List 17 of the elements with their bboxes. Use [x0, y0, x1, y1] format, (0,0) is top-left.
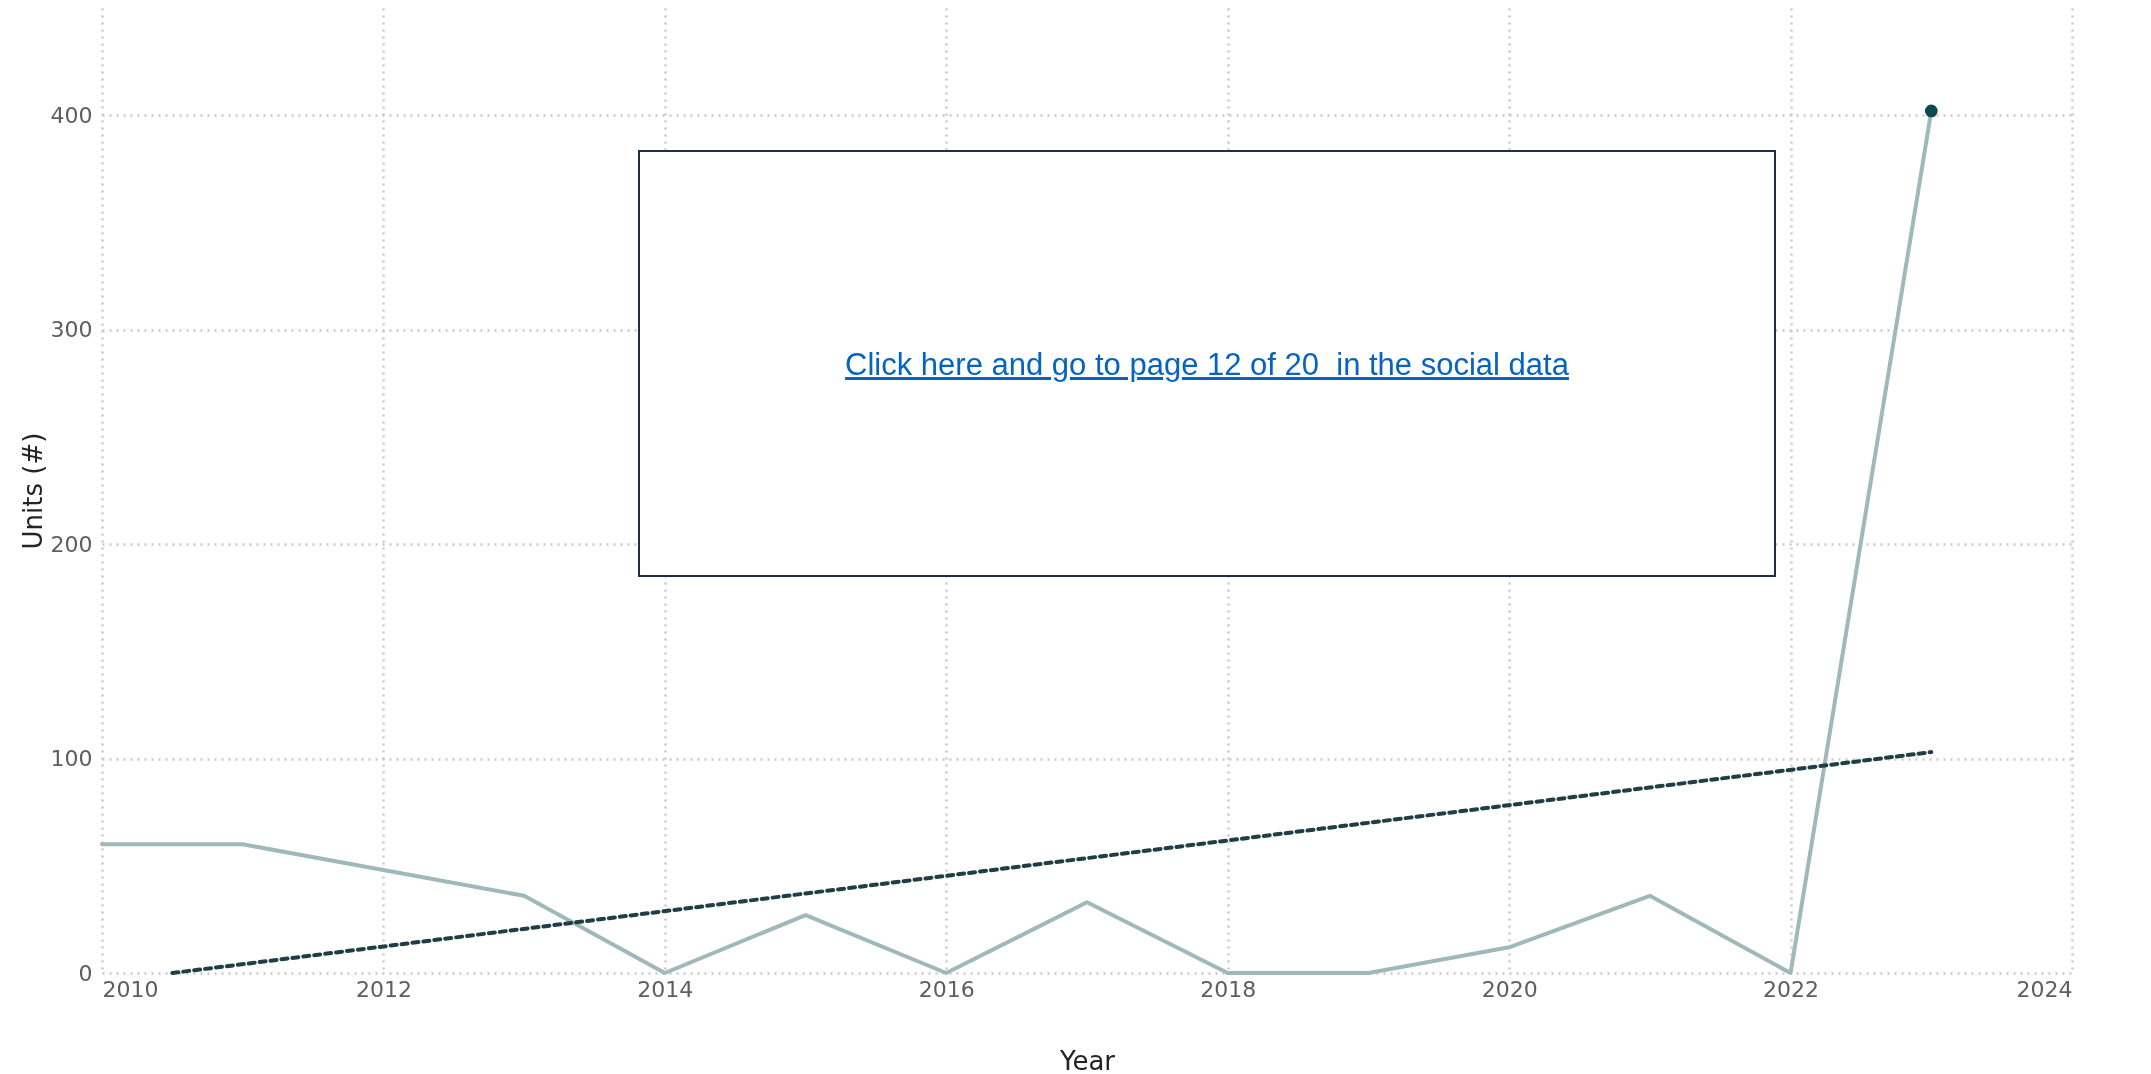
y-tick-label: 400: [50, 102, 93, 128]
x-tick-label: 2014: [637, 976, 694, 1002]
y-axis-title: Units (#): [17, 432, 48, 550]
text-box: Click here and go to page 12 of 20 in the social data: [638, 150, 1776, 577]
x-tick-label: 2022: [1763, 976, 1820, 1002]
y-tick-label: 300: [50, 317, 93, 343]
x-tick-label: 2018: [1200, 976, 1257, 1002]
annotation: Click here and go to page 12 of 20 in the social data: [844, 347, 1570, 383]
x-tick-label: 2020: [1481, 976, 1538, 1002]
x-tick-label: 2016: [918, 976, 975, 1002]
x-tick-label: 2012: [355, 976, 412, 1002]
y-tick-label: 200: [50, 531, 93, 557]
y-tick-label: 100: [50, 746, 93, 772]
x-axis-title: Year: [1058, 1045, 1116, 1074]
x-tick-label: 2024: [2016, 976, 2073, 1002]
y-tick-label: 0: [78, 960, 93, 986]
x-tick-label: 2010: [102, 976, 159, 1002]
